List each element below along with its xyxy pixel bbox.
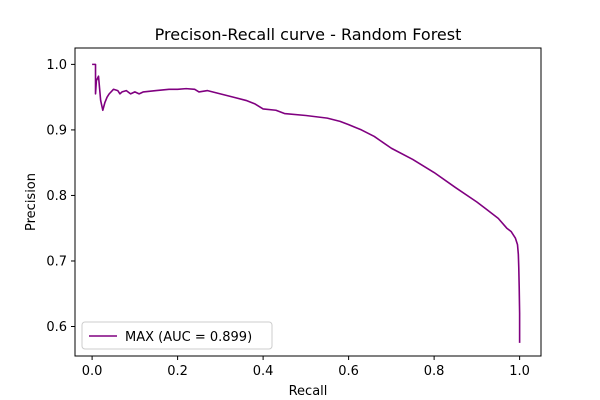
series-layer	[92, 63, 521, 343]
y-tick-label: 1.0	[46, 58, 67, 73]
x-tick-label: 0.4	[253, 364, 274, 379]
legend-box	[81, 321, 273, 350]
x-tick-label: 0.0	[82, 364, 103, 379]
axes-frame	[74, 47, 542, 357]
x-axis-label: Recall	[289, 384, 328, 399]
x-axis-ticks: 0.0 0.2 0.4 0.6 0.8 1.0	[82, 356, 530, 379]
x-tick-label: 0.2	[167, 364, 188, 379]
y-tick-label: 0.6	[46, 320, 67, 335]
y-axis-label: Precision	[24, 173, 39, 231]
plot-area: 0.0 0.2 0.4 0.6 0.8 1.0 0.6 0.7 0.8 0.9 1.0	[46, 47, 542, 379]
x-tick-label: 1.0	[509, 364, 530, 379]
legend: MAX (AUC = 0.899)	[81, 321, 273, 350]
chart-title: Precison-Recall curve - Random Forest	[155, 25, 462, 44]
y-tick-label: 0.7	[46, 254, 67, 269]
x-tick-label: 0.6	[338, 364, 359, 379]
x-tick-label: 0.8	[424, 364, 445, 379]
legend-label: MAX (AUC = 0.899)	[125, 330, 252, 345]
y-tick-label: 0.8	[46, 189, 67, 204]
series-line	[92, 63, 521, 343]
y-tick-label: 0.9	[46, 123, 67, 138]
y-axis-ticks: 0.6 0.7 0.8 0.9 1.0	[46, 58, 75, 335]
